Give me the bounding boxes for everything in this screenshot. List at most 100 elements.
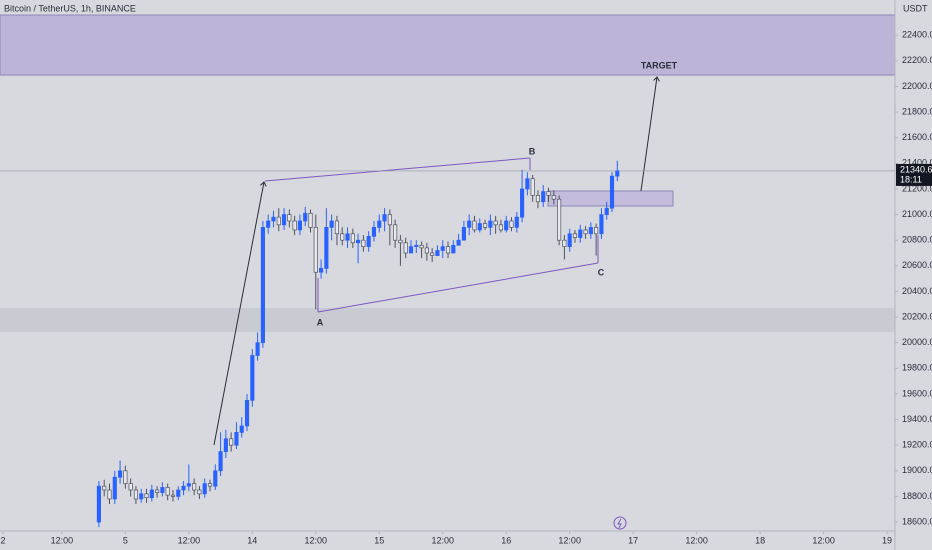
candle-body (599, 214, 604, 235)
countdown-label: 18:11 (900, 174, 922, 184)
candle-body (255, 342, 260, 356)
y-tick-label: 21400.00 (902, 158, 932, 168)
candle-body (509, 220, 514, 228)
x-tick-label: 14 (247, 535, 257, 545)
x-tick-label: 12:00 (51, 535, 74, 545)
supply-zone (0, 14, 896, 76)
candle-body (377, 220, 382, 228)
trend-line (264, 157, 531, 182)
candle-body (292, 220, 297, 231)
candle-body (615, 170, 620, 177)
candle-body (356, 239, 361, 244)
candle-body (192, 483, 197, 491)
candle-body (382, 214, 387, 222)
alert-icon[interactable] (613, 516, 627, 530)
x-tick-label: 12:00 (305, 535, 328, 545)
last-price-label: 21340.62 (900, 164, 932, 174)
candle-body (567, 233, 572, 247)
candle-body (160, 487, 165, 493)
candle-body (186, 483, 191, 487)
candle-body (440, 246, 445, 251)
support-zone (0, 308, 895, 332)
candle-body (260, 227, 265, 344)
candle-body (250, 355, 255, 401)
candle-body (551, 195, 556, 200)
x-tick-label: 12:00 (178, 535, 201, 545)
y-tick-label: 19400.00 (902, 414, 932, 424)
candle-body (514, 216, 519, 228)
y-tick-label: 19000.00 (902, 465, 932, 475)
candle-body (588, 227, 593, 235)
candle-body (477, 223, 482, 231)
y-tick-label: 20800.00 (902, 235, 932, 245)
target-arrow (640, 77, 657, 192)
candle-body (578, 229, 583, 238)
candle-body (461, 227, 466, 241)
candle-body (583, 229, 588, 235)
candle-body (139, 493, 144, 500)
x-tick-label: 15 (374, 535, 384, 545)
candle-body (308, 212, 313, 228)
candle-body (530, 178, 535, 196)
y-tick-label: 18600.00 (902, 516, 932, 526)
candle-body (155, 489, 160, 493)
candle-body (118, 470, 123, 478)
chart-title: Bitcoin / TetherUS, 1h, BINANCE (4, 3, 136, 13)
x-tick-label: 17 (628, 535, 638, 545)
candle-body (482, 223, 488, 228)
candle-body (445, 246, 451, 254)
price-badge (896, 163, 932, 186)
y-tick-label: 20400.00 (902, 286, 932, 296)
candle-body (504, 220, 509, 231)
candle-body (266, 220, 271, 228)
candle-body (334, 220, 340, 235)
candle-body (345, 233, 350, 241)
y-tick-label: 18800.00 (902, 491, 932, 501)
candle-body (102, 485, 107, 491)
candle-body (472, 220, 477, 231)
candle-body (149, 489, 154, 499)
trend-line (317, 262, 599, 313)
y-tick-label: 22200.00 (902, 55, 932, 65)
candle-body (493, 220, 498, 226)
candle-body (435, 250, 440, 256)
x-tick-label: 18 (755, 535, 765, 545)
candle-body (128, 483, 133, 491)
y-tick-label: 20000.00 (902, 337, 932, 347)
candle-body (525, 178, 530, 190)
candle-body (181, 485, 186, 491)
candle-body (239, 425, 244, 433)
y-tick-label: 19600.00 (902, 388, 932, 398)
x-tick-label: 16 (501, 535, 511, 545)
candle-body (408, 246, 414, 254)
candle-body (176, 489, 181, 497)
candle-body (541, 191, 546, 203)
candle-body (329, 220, 334, 228)
candle-body (414, 244, 419, 247)
candle-body (229, 438, 234, 446)
candle-body (165, 487, 170, 496)
y-tick-label: 21000.00 (902, 209, 932, 219)
x-tick-label: 2 (0, 535, 5, 545)
candle-body (535, 195, 541, 203)
annotation: B (529, 146, 536, 156)
y-axis-label: USDT (903, 3, 928, 13)
alert-icon (617, 518, 622, 529)
y-tick-label: 21600.00 (902, 132, 932, 142)
y-tick-label: 21800.00 (902, 106, 932, 116)
candle-body (403, 242, 408, 254)
y-tick-label: 22400.00 (902, 30, 932, 40)
candle-body (207, 483, 213, 487)
candle-body (276, 216, 281, 226)
candle-body (170, 494, 176, 497)
x-tick-label: 5 (123, 535, 128, 545)
candle-body (424, 247, 429, 254)
annotation: TARGET (641, 60, 678, 70)
y-tick-label: 20200.00 (902, 311, 932, 321)
x-tick-label: 19 (882, 535, 892, 545)
candle-body (557, 198, 562, 241)
annotation: A (317, 317, 324, 327)
x-tick-label: 12:00 (558, 535, 581, 545)
